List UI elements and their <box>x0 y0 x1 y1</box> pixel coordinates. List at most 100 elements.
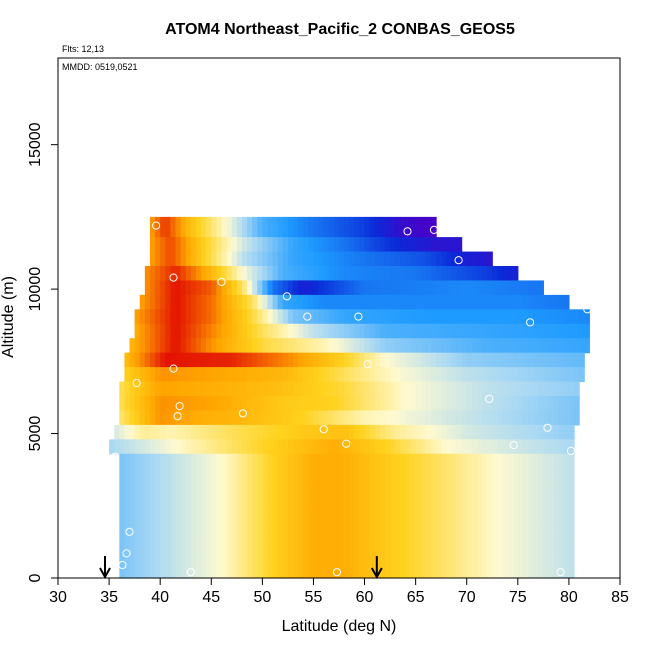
heatmap-cell <box>548 424 555 440</box>
heatmap-cell <box>558 467 565 482</box>
heatmap-cell <box>252 508 258 524</box>
heatmap-cell <box>231 508 238 524</box>
heatmap-cell <box>231 495 238 510</box>
heatmap-cell <box>339 352 345 368</box>
heatmap-cell <box>333 495 340 510</box>
heatmap-cell <box>568 453 575 469</box>
x-tick-label: 55 <box>305 589 323 606</box>
observation-point <box>583 305 592 314</box>
heatmap-cell <box>430 367 437 383</box>
x-tick-label: 50 <box>253 589 271 606</box>
heatmap-cell <box>528 522 534 538</box>
heatmap-cell <box>139 424 146 440</box>
heatmap-cell <box>190 508 197 524</box>
heatmap-cell <box>149 522 156 538</box>
heatmap-cell <box>267 410 274 426</box>
heatmap-cell <box>149 439 156 455</box>
heatmap-cell <box>405 508 412 524</box>
heatmap-cell <box>144 323 151 339</box>
heatmap-cell <box>354 424 361 440</box>
heatmap-cell <box>175 396 182 412</box>
heatmap-cell <box>374 216 381 238</box>
heatmap-cell <box>328 280 335 296</box>
heatmap-cell <box>466 251 473 267</box>
observation-point <box>175 402 184 411</box>
heatmap-cell <box>216 467 223 482</box>
heatmap-cell <box>390 309 396 325</box>
heatmap-cell <box>226 294 233 310</box>
heatmap-cell <box>155 294 161 310</box>
heatmap-cell <box>390 564 396 579</box>
heatmap-cell <box>461 266 468 282</box>
heatmap-cell <box>170 424 177 440</box>
heatmap-cell <box>410 481 417 496</box>
heatmap-cell <box>441 352 447 368</box>
heatmap-cell <box>282 323 289 339</box>
heatmap-cell <box>129 396 136 412</box>
heatmap-cell <box>195 564 202 579</box>
heatmap-cell <box>359 424 366 440</box>
heatmap-cell <box>492 495 498 510</box>
heatmap-cell <box>446 495 452 510</box>
heatmap-cell <box>522 352 529 368</box>
heatmap-cell <box>507 536 514 551</box>
heatmap-cell <box>487 453 493 469</box>
heatmap-cell <box>502 280 509 296</box>
heatmap-cell <box>410 522 417 538</box>
heatmap-cell <box>144 439 151 455</box>
heatmap-cell <box>349 309 355 325</box>
heatmap-cell <box>359 508 366 524</box>
heatmap-cell <box>482 564 488 579</box>
heatmap-cell <box>517 309 524 325</box>
heatmap-cell <box>487 352 493 368</box>
heatmap-cell <box>149 564 156 579</box>
heatmap-cell <box>201 439 207 455</box>
heatmap-cell <box>160 564 166 579</box>
heatmap-cell <box>568 495 575 510</box>
heatmap-cell <box>211 266 217 282</box>
heatmap-cell <box>420 266 427 282</box>
heatmap-cell <box>272 522 279 538</box>
observation-point <box>132 378 141 388</box>
heatmap-cell <box>165 294 171 310</box>
heatmap-cell <box>344 508 350 524</box>
heatmap-cell <box>262 564 269 579</box>
heatmap-cell <box>354 251 361 267</box>
heatmap-cell <box>206 481 212 496</box>
heatmap-cell <box>134 424 141 440</box>
heatmap-cell <box>517 381 524 397</box>
heatmap-cell <box>180 266 187 282</box>
heatmap-cell <box>517 508 524 524</box>
heatmap-cell <box>528 381 534 397</box>
heatmap-cell <box>333 381 340 397</box>
heatmap-cell <box>390 280 396 296</box>
heatmap-cell <box>262 352 269 368</box>
heatmap-cell <box>298 410 304 426</box>
heatmap-cell <box>425 216 432 238</box>
heatmap-cell <box>165 367 171 383</box>
heatmap-cell <box>206 453 212 469</box>
heatmap-cell <box>476 439 483 455</box>
chart-title: ATOM4 Northeast_Pacific_2 CONBAS_GEOS5 <box>165 21 515 38</box>
heatmap-cell <box>318 251 325 267</box>
heatmap-cell <box>303 309 309 325</box>
heatmap-cell <box>211 410 217 426</box>
heatmap-cell <box>313 536 320 551</box>
heatmap-cell <box>507 564 514 579</box>
heatmap-cell <box>456 237 463 253</box>
heatmap-cell <box>446 280 452 296</box>
heatmap-cell <box>287 381 294 397</box>
heatmap-cell <box>236 536 243 551</box>
heatmap-cell <box>548 338 555 354</box>
observation-point <box>332 568 342 577</box>
heatmap-cell <box>492 550 498 565</box>
heatmap-cell <box>303 381 309 397</box>
heatmap-cell <box>451 508 458 524</box>
heatmap-cell <box>441 481 447 496</box>
heatmap-cell <box>410 495 417 510</box>
heatmap-cell <box>247 381 253 397</box>
heatmap-cell <box>328 439 335 455</box>
heatmap-cell <box>456 266 463 282</box>
heatmap-cell <box>436 367 442 383</box>
observation-point <box>125 527 134 536</box>
